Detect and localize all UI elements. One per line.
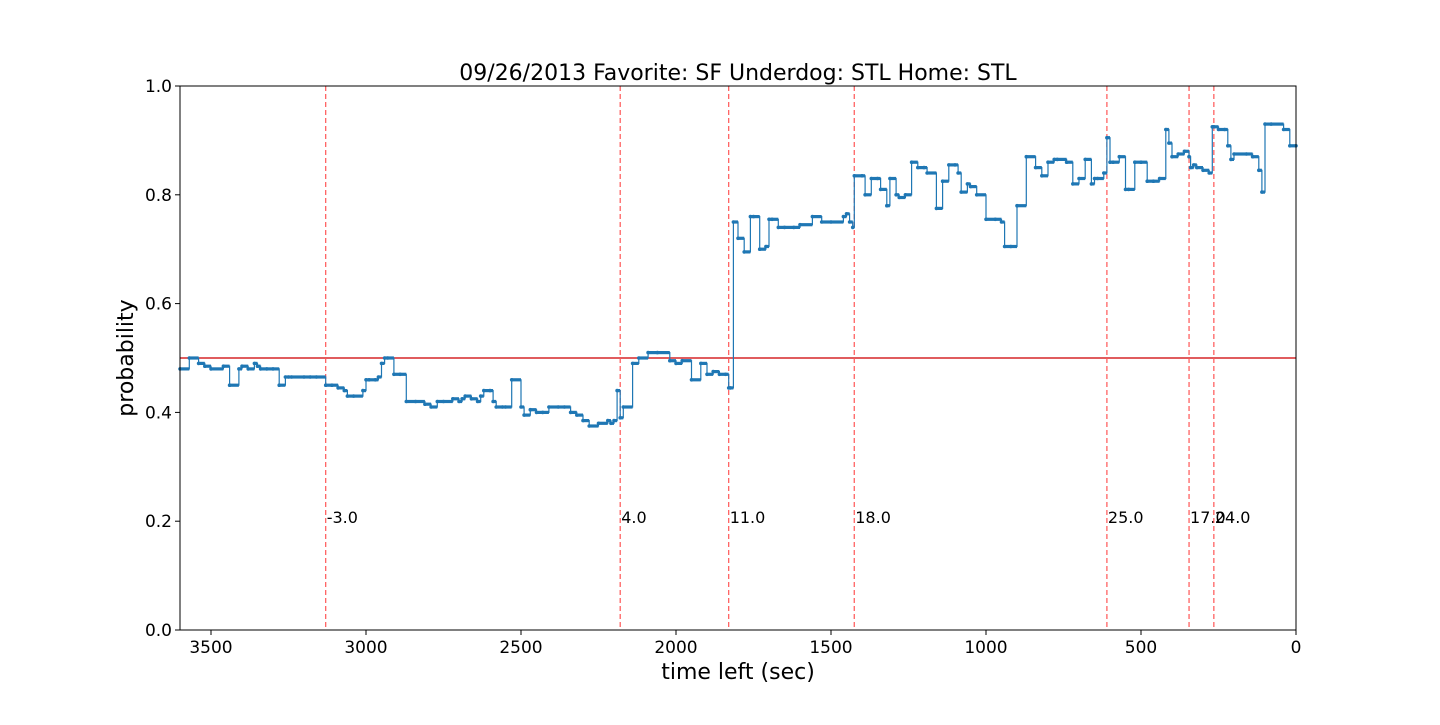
x-tick-label: 3000	[344, 638, 387, 658]
event-label: 17.0	[1190, 508, 1226, 527]
event-label: 18.0	[855, 508, 891, 527]
y-tick-label: 0.4	[145, 403, 172, 423]
event-label: -3.0	[327, 508, 358, 527]
y-tick-label: 0.8	[145, 186, 172, 206]
y-tick-label: 0.0	[145, 621, 172, 641]
y-axis-label: probability	[114, 299, 139, 416]
event-label: 11.0	[730, 508, 766, 527]
x-axis: 3500 3000 2500 2000 1500 1000 500 0	[189, 630, 1301, 658]
event-label: 24.0	[1215, 508, 1251, 527]
axes-frame	[179, 85, 1297, 631]
x-tick-label: 3500	[189, 638, 232, 658]
event-label: 25.0	[1108, 508, 1144, 527]
y-tick-label: 0.2	[145, 512, 172, 532]
plot-area: -3.0 4.0 11.0 18.0 25.0 17.024.0	[178, 86, 1298, 630]
event-label: 4.0	[621, 508, 646, 527]
x-tick-label: 0	[1291, 638, 1302, 658]
x-tick-label: 500	[1125, 638, 1157, 658]
x-tick-label: 2000	[654, 638, 697, 658]
x-tick-label: 1000	[964, 638, 1007, 658]
x-tick-label: 2500	[499, 638, 542, 658]
x-axis-label: time left (sec)	[661, 660, 815, 685]
y-tick-label: 0.6	[145, 295, 172, 315]
chart-title: 09/26/2013 Favorite: SF Underdog: STL Ho…	[459, 61, 1017, 86]
y-tick-label: 1.0	[145, 77, 172, 97]
x-tick-label: 1500	[809, 638, 852, 658]
y-axis: 0.0 0.2 0.4 0.6 0.8 1.0	[145, 77, 180, 641]
